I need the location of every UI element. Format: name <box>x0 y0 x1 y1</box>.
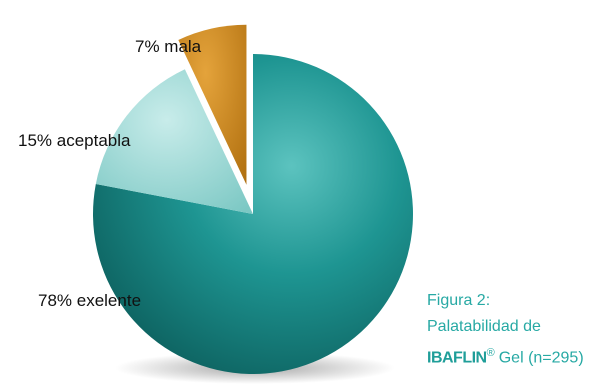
caption-product: Gel (n=295) <box>498 349 584 367</box>
pie-slice-aceptabla <box>95 69 253 215</box>
figure-caption: Figura 2: Palatabilidad de IBAFLIN® Gel (… <box>427 288 611 371</box>
registered-mark: ® <box>486 347 495 359</box>
slice-label-exelente: 78% exelente <box>38 291 141 310</box>
pie-slice-mala <box>178 24 247 185</box>
caption-line-3: IBAFLIN® Gel (n=295) <box>427 340 611 371</box>
slice-label-aceptabla: 15% aceptabla <box>18 131 131 150</box>
caption-line-2: Palatabilidad de <box>427 318 541 335</box>
slice-label-mala: 7% mala <box>135 37 202 56</box>
caption-line-1: Figura 2: <box>427 292 491 309</box>
brand-logo: IBAFLIN <box>427 349 487 367</box>
pie-slice-exelente <box>92 54 413 374</box>
